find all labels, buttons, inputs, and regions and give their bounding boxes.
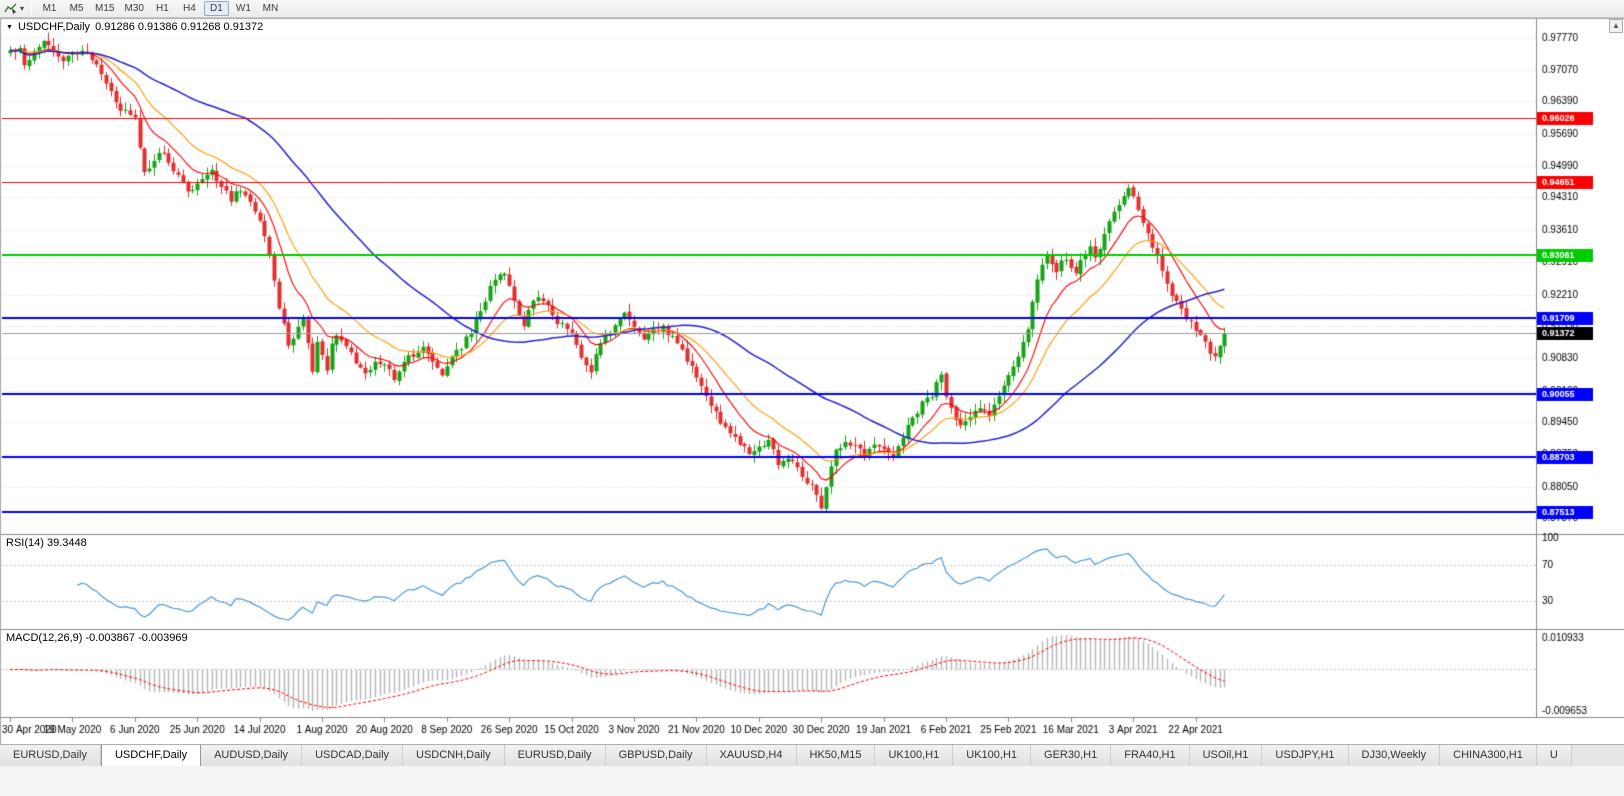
tab-china300-h1[interactable]: CHINA300,H1 [1440, 745, 1537, 766]
tab-eurusd-daily[interactable]: EURUSD,Daily [0, 745, 101, 766]
timeframe-h4[interactable]: H4 [183, 3, 196, 14]
toolbar-separator [31, 2, 33, 15]
tab-usdjpy-h1[interactable]: USDJPY,H1 [1262, 745, 1349, 766]
chevron-down-icon[interactable]: ▾ [20, 4, 25, 13]
timeframe-m30[interactable]: M30 [124, 3, 144, 14]
tab-audusd-daily[interactable]: AUDUSD,Daily [201, 745, 303, 766]
timeframe-m5[interactable]: M5 [69, 3, 84, 14]
tab-xauusd-h4[interactable]: XAUUSD,H4 [706, 745, 797, 766]
tab-usdchf-daily[interactable]: USDCHF,Daily [100, 745, 202, 766]
timeframe-h1[interactable]: H1 [156, 3, 169, 14]
tab-hk50-m15[interactable]: HK50,M15 [796, 745, 876, 766]
timeframe-mn[interactable]: MN [262, 3, 279, 14]
collapse-triangle-icon[interactable]: ▼ [6, 23, 13, 31]
tab-usoil-h1[interactable]: USOil,H1 [1189, 745, 1263, 766]
timeframe-buttons: M1 M5 M15 M30 H1 H4 D1 W1 MN [37, 1, 283, 16]
tab-uk100-h1[interactable]: UK100,H1 [875, 745, 954, 766]
tab-fra40-h1[interactable]: FRA40,H1 [1111, 745, 1190, 766]
tab-dj30-weekly[interactable]: DJ30,Weekly [1348, 745, 1441, 766]
tab-u[interactable]: U [1536, 745, 1572, 766]
timeframe-m15[interactable]: M15 [95, 3, 115, 14]
timeframe-w1[interactable]: W1 [235, 3, 251, 14]
timeframe-d1[interactable]: D1 [203, 1, 229, 16]
tab-usdcnh-daily[interactable]: USDCNH,Daily [403, 745, 505, 766]
bottom-tabs: EURUSD,Daily USDCHF,Daily AUDUSD,Daily USDC… [0, 744, 1624, 766]
tab-gbpusd-daily[interactable]: GBPUSD,Daily [605, 745, 707, 766]
scroll-up-button[interactable]: ▲ [1609, 19, 1623, 33]
tab-uk100-h1[interactable]: UK100,H1 [953, 745, 1032, 766]
tab-eurusd-daily[interactable]: EURUSD,Daily [504, 745, 606, 766]
status-strip [0, 766, 1624, 796]
tab-usdcad-daily[interactable]: USDCAD,Daily [302, 745, 404, 766]
timeframe-toolbar: ▾ M1 M5 M15 M30 H1 H4 D1 W1 MN [0, 0, 1624, 18]
chart-cursor-icon[interactable] [4, 2, 19, 15]
timeframe-m1[interactable]: M1 [42, 3, 57, 14]
tab-ger30-h1[interactable]: GER30,H1 [1031, 745, 1112, 766]
price-chart-canvas[interactable] [0, 18, 1624, 744]
